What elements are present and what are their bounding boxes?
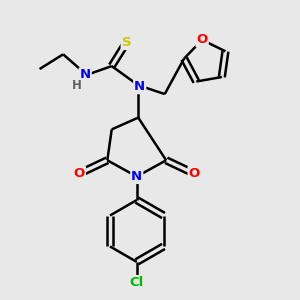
Text: O: O (196, 33, 208, 46)
Text: S: S (122, 36, 131, 49)
Text: O: O (188, 167, 200, 180)
Text: H: H (71, 79, 81, 92)
Text: N: N (134, 80, 145, 93)
Text: N: N (131, 170, 142, 183)
Text: N: N (80, 68, 91, 81)
Text: O: O (74, 167, 85, 180)
Text: Cl: Cl (130, 276, 144, 289)
